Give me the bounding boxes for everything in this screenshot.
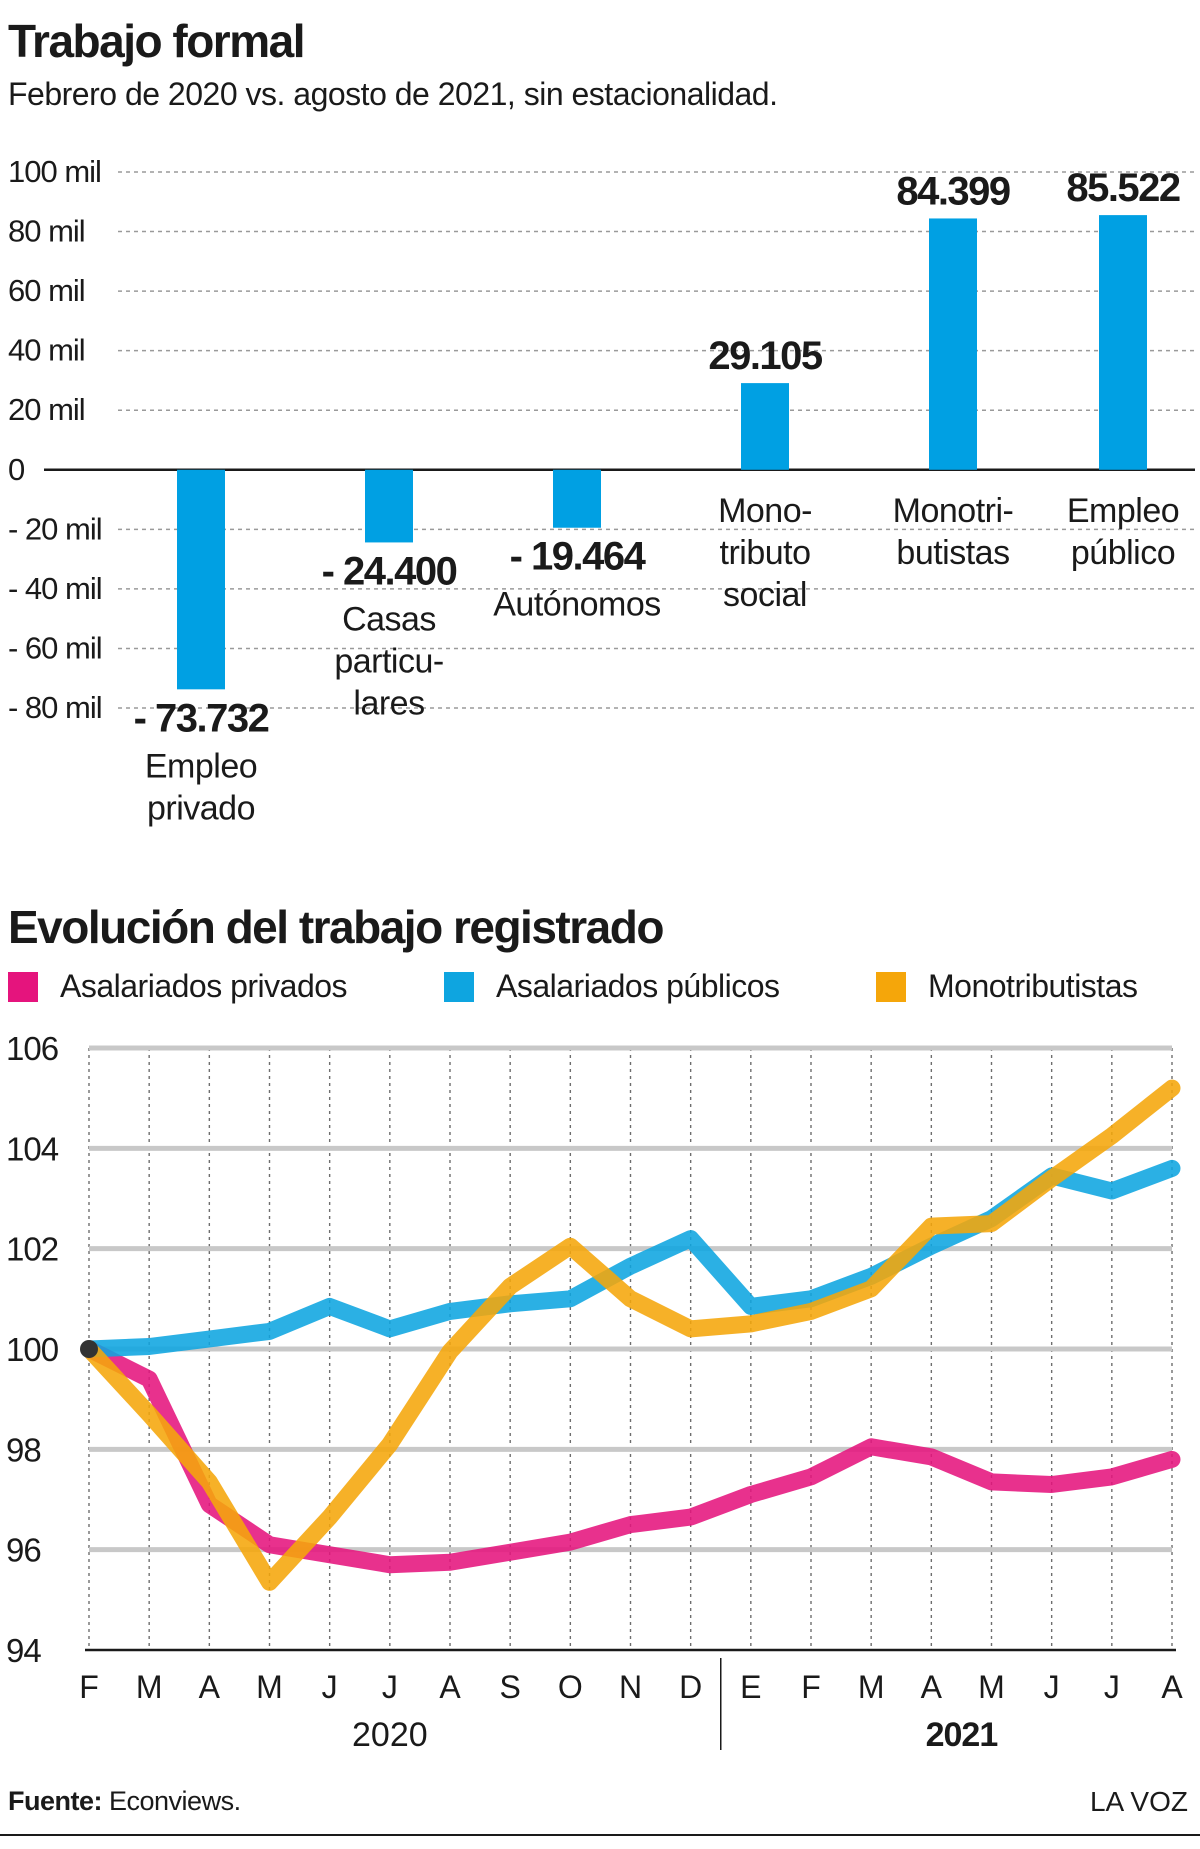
category-label-line: Autónomos bbox=[493, 586, 661, 624]
footer-divider bbox=[0, 1834, 1200, 1836]
y-tick-label: 96 bbox=[6, 1532, 41, 1569]
bar-value-label: - 73.732 bbox=[134, 696, 269, 740]
category-label-line: privado bbox=[147, 789, 255, 827]
x-tick-label: J bbox=[1044, 1669, 1060, 1705]
y-tick-label: - 40 mil bbox=[8, 571, 102, 606]
x-tick-label: F bbox=[801, 1669, 821, 1705]
year-label: 2020 bbox=[352, 1716, 428, 1754]
y-tick-label: 104 bbox=[6, 1130, 59, 1167]
bar-value-label: 84.399 bbox=[896, 169, 1010, 213]
category-label-line: social bbox=[723, 576, 807, 614]
bar-category-label: Monotri-butistas bbox=[893, 492, 1014, 572]
y-tick-label: 100 bbox=[6, 1331, 59, 1368]
chart2-legend: Asalariados privados Asalariados público… bbox=[0, 968, 1200, 1014]
y-tick-label: 98 bbox=[6, 1431, 41, 1468]
bar bbox=[1099, 215, 1147, 470]
bar-category-label: Empleo público bbox=[1067, 492, 1179, 572]
bar bbox=[741, 383, 789, 470]
series-line bbox=[80, 1340, 1181, 1574]
y-tick-label: - 80 mil bbox=[8, 690, 102, 725]
legend-label-publicos: Asalariados públicos bbox=[496, 968, 780, 1004]
category-label-line: Monotri- bbox=[893, 492, 1014, 530]
bar-category-label: Empleo privado bbox=[145, 747, 257, 827]
y-tick-label: - 20 mil bbox=[8, 511, 102, 546]
x-tick-label: D bbox=[679, 1669, 702, 1705]
bar-value-label: 85.522 bbox=[1066, 166, 1180, 210]
x-tick-label: M bbox=[136, 1669, 163, 1705]
x-tick-label: M bbox=[256, 1669, 283, 1705]
source-label: Fuente: bbox=[8, 1786, 103, 1816]
y-tick-label: - 60 mil bbox=[8, 630, 102, 665]
chart2-title: Evolución del trabajo registrado bbox=[8, 901, 664, 953]
bar bbox=[365, 469, 413, 543]
category-label-line: particu- bbox=[334, 642, 443, 680]
source-name: Econviews. bbox=[109, 1786, 241, 1816]
bar-value-label: - 24.400 bbox=[322, 549, 457, 593]
y-tick-label: 80 mil bbox=[8, 214, 85, 249]
y-tick-label: 100 mil bbox=[8, 154, 101, 189]
category-label-line: Casas bbox=[342, 600, 436, 638]
x-tick-label: M bbox=[858, 1669, 885, 1705]
y-tick-label: 0 bbox=[8, 452, 25, 487]
legend-swatch-monotributistas bbox=[876, 971, 906, 1002]
bar-category-label: Autónomos bbox=[493, 586, 661, 624]
brand-logo: LA VOZ bbox=[1089, 1786, 1188, 1817]
legend-item-privados: Asalariados privados bbox=[8, 968, 348, 1005]
bar bbox=[929, 218, 977, 470]
legend-swatch-publicos bbox=[444, 971, 474, 1002]
x-tick-label: E bbox=[740, 1669, 761, 1705]
y-tick-label: 20 mil bbox=[8, 392, 85, 427]
x-tick-label: A bbox=[1161, 1669, 1183, 1705]
source-note: Fuente: Econviews. bbox=[8, 1786, 241, 1817]
legend-item-publicos: Asalariados públicos bbox=[444, 968, 780, 1005]
x-tick-label: J bbox=[382, 1669, 398, 1705]
y-tick-label: 102 bbox=[6, 1231, 58, 1268]
category-label-line: lares bbox=[353, 684, 424, 722]
chart1-subtitle: Febrero de 2020 vs. agosto de 2021, sin … bbox=[8, 76, 778, 112]
legend-swatch-privados bbox=[8, 971, 38, 1002]
x-tick-label: O bbox=[558, 1669, 583, 1705]
series-line bbox=[80, 1079, 1181, 1591]
category-label-line: butistas bbox=[896, 534, 1009, 572]
y-tick-label: 106 bbox=[6, 1030, 58, 1067]
x-tick-label: M bbox=[978, 1669, 1005, 1705]
legend-label-privados: Asalariados privados bbox=[60, 968, 348, 1004]
bar-chart: 100 mil 80 mil 60 mil 40 mil 20 mil 0 - 20 mil… bbox=[8, 154, 1195, 827]
x-tick-label: J bbox=[322, 1669, 338, 1705]
x-tick-label: N bbox=[619, 1669, 642, 1705]
x-tick-label: J bbox=[1104, 1669, 1120, 1705]
x-tick-label: F bbox=[79, 1669, 99, 1705]
category-label-line: Empleo bbox=[145, 747, 257, 785]
category-label-line: Mono- bbox=[718, 492, 812, 530]
y-tick-label: 40 mil bbox=[8, 333, 85, 368]
start-point bbox=[80, 1340, 98, 1358]
bar-value-label: - 19.464 bbox=[510, 535, 647, 579]
bar bbox=[553, 469, 601, 528]
x-tick-label: A bbox=[439, 1669, 461, 1705]
category-label-line: Empleo bbox=[1067, 492, 1179, 530]
y-tick-label: 94 bbox=[6, 1632, 41, 1669]
legend-item-monotributistas: Monotributistas bbox=[876, 968, 1138, 1005]
legend-label-monotributistas: Monotributistas bbox=[928, 968, 1138, 1004]
x-tick-label: A bbox=[921, 1669, 943, 1705]
bar-value-label: 29.105 bbox=[708, 334, 823, 378]
y-tick-label: 60 mil bbox=[8, 273, 85, 308]
x-tick-label: A bbox=[199, 1669, 221, 1705]
bar bbox=[177, 469, 225, 690]
year-label: 2021 bbox=[926, 1716, 998, 1754]
bar-category-label: Casas particu-lares bbox=[334, 600, 443, 722]
category-label-line: público bbox=[1071, 534, 1175, 572]
chart1-title: Trabajo formal bbox=[8, 15, 305, 67]
x-tick-label: S bbox=[499, 1669, 520, 1705]
category-label-line: tributo bbox=[720, 534, 811, 572]
bar-category-label: Mono-tributo social bbox=[718, 492, 812, 614]
